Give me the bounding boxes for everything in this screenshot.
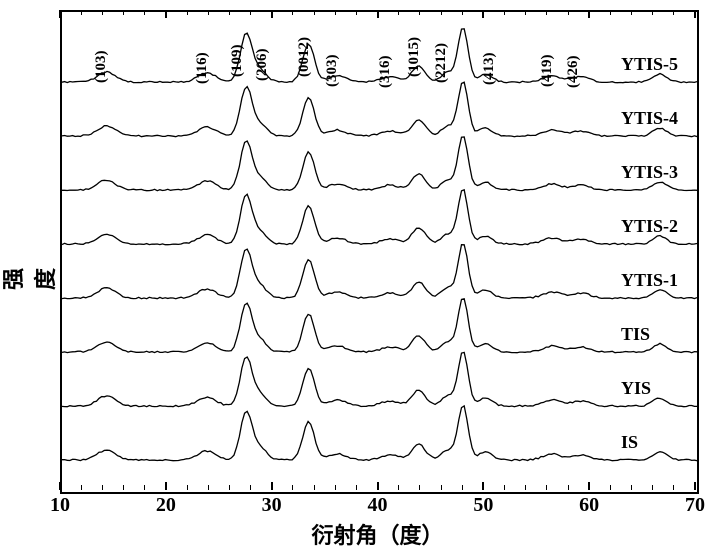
x-tick: [271, 10, 273, 18]
x-tick: [377, 10, 379, 18]
xrd-figure: 强度 衍射角（度） 10 20 30 40 50 60 70 YTIS-5 YTIS-4 YTIS…: [0, 0, 708, 549]
x-tick: [694, 482, 696, 490]
x-minor-tick: [610, 485, 611, 490]
trace-YTIS-2: [62, 190, 697, 245]
x-tick: [482, 10, 484, 18]
x-tick-label: 70: [685, 494, 705, 517]
x-minor-tick: [546, 485, 547, 490]
series-label: YIS: [621, 378, 651, 399]
series-label: YTIS-4: [621, 108, 678, 129]
trace-YIS: [62, 352, 697, 406]
x-tick-label: 30: [262, 494, 282, 517]
x-minor-tick: [250, 485, 251, 490]
x-minor-tick: [144, 10, 145, 15]
peak-annotation: (316): [377, 56, 394, 89]
x-minor-tick: [610, 10, 611, 15]
trace-TIS: [62, 299, 697, 353]
x-minor-tick: [525, 10, 526, 15]
x-tick: [165, 482, 167, 490]
x-minor-tick: [546, 10, 547, 15]
x-minor-tick: [356, 485, 357, 490]
x-minor-tick: [441, 485, 442, 490]
x-minor-tick: [631, 485, 632, 490]
x-tick: [588, 10, 590, 18]
x-minor-tick: [673, 485, 674, 490]
peak-annotation: (413): [481, 53, 498, 86]
x-minor-tick: [208, 10, 209, 15]
x-minor-tick: [398, 10, 399, 15]
peak-annotation: (109): [229, 45, 246, 78]
x-minor-tick: [187, 485, 188, 490]
x-minor-tick: [314, 485, 315, 490]
x-minor-tick: [398, 485, 399, 490]
x-minor-tick: [250, 10, 251, 15]
x-tick: [59, 10, 61, 18]
x-tick-label: 40: [368, 494, 388, 517]
x-minor-tick: [123, 10, 124, 15]
x-minor-tick: [102, 10, 103, 15]
trace-YTIS-3: [62, 137, 697, 191]
x-tick: [271, 482, 273, 490]
series-label: YTIS-5: [621, 54, 678, 75]
x-minor-tick: [652, 485, 653, 490]
x-minor-tick: [335, 10, 336, 15]
x-tick: [165, 10, 167, 18]
x-axis-label: 衍射角（度）: [60, 518, 695, 550]
x-minor-tick: [123, 485, 124, 490]
trace-YTIS-1: [62, 245, 697, 299]
x-minor-tick: [187, 10, 188, 15]
x-minor-tick: [441, 10, 442, 15]
y-axis-label: 强度: [0, 250, 60, 290]
x-minor-tick: [356, 10, 357, 15]
x-minor-tick: [335, 485, 336, 490]
peak-annotation: (426): [565, 56, 582, 89]
x-minor-tick: [673, 10, 674, 15]
x-minor-tick: [504, 485, 505, 490]
x-tick-label: 20: [156, 494, 176, 517]
series-label: IS: [621, 432, 638, 453]
series-label: YTIS-3: [621, 162, 678, 183]
x-minor-tick: [652, 10, 653, 15]
x-tick-label: 60: [579, 494, 599, 517]
x-minor-tick: [81, 10, 82, 15]
x-minor-tick: [419, 485, 420, 490]
series-label: YTIS-1: [621, 270, 678, 291]
x-minor-tick: [229, 10, 230, 15]
x-tick: [59, 482, 61, 490]
x-tick-label: 10: [50, 494, 70, 517]
x-minor-tick: [102, 485, 103, 490]
peak-annotation: (2212): [433, 43, 450, 83]
x-tick-label: 50: [473, 494, 493, 517]
x-minor-tick: [292, 485, 293, 490]
trace-YTIS-4: [62, 82, 697, 137]
x-minor-tick: [462, 485, 463, 490]
x-tick: [588, 482, 590, 490]
trace-IS: [62, 406, 697, 461]
x-minor-tick: [568, 10, 569, 15]
series-label: YTIS-2: [621, 216, 678, 237]
x-tick: [694, 10, 696, 18]
x-tick: [482, 482, 484, 490]
series-label: TIS: [621, 324, 650, 345]
x-tick: [377, 482, 379, 490]
peak-annotation: (206): [254, 49, 271, 82]
x-minor-tick: [81, 485, 82, 490]
peak-annotation: (303): [324, 55, 341, 88]
peak-annotation: (103): [93, 51, 110, 84]
x-minor-tick: [568, 485, 569, 490]
x-minor-tick: [462, 10, 463, 15]
x-minor-tick: [144, 485, 145, 490]
peak-annotation: (419): [539, 55, 556, 88]
x-minor-tick: [419, 10, 420, 15]
x-minor-tick: [631, 10, 632, 15]
peak-annotation: (116): [194, 52, 211, 84]
peak-annotation: (1015): [406, 37, 423, 77]
x-minor-tick: [314, 10, 315, 15]
x-minor-tick: [504, 10, 505, 15]
x-minor-tick: [292, 10, 293, 15]
x-minor-tick: [525, 485, 526, 490]
peak-annotation: (0012): [296, 37, 313, 77]
x-minor-tick: [208, 485, 209, 490]
x-minor-tick: [229, 485, 230, 490]
